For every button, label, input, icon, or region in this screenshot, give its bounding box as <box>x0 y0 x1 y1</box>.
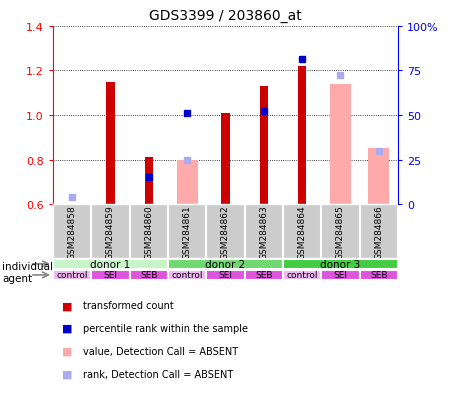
Text: GSM284866: GSM284866 <box>374 204 382 259</box>
Bar <box>297 67 306 204</box>
Bar <box>359 270 397 280</box>
Text: GSM284865: GSM284865 <box>335 204 344 259</box>
Text: control: control <box>56 271 88 280</box>
Text: GSM284861: GSM284861 <box>182 204 191 259</box>
Text: individual: individual <box>2 261 53 271</box>
Text: SEB: SEB <box>140 271 157 280</box>
Text: ■: ■ <box>62 346 73 356</box>
Text: GSM284862: GSM284862 <box>220 204 230 259</box>
Text: SEB: SEB <box>369 271 386 280</box>
Text: GSM284863: GSM284863 <box>259 204 268 259</box>
Bar <box>53 270 91 280</box>
Bar <box>282 259 397 269</box>
Text: GSM284858: GSM284858 <box>67 204 76 259</box>
Bar <box>259 87 268 204</box>
Text: donor 3: donor 3 <box>319 259 360 269</box>
Bar <box>176 160 197 204</box>
Bar <box>282 270 320 280</box>
Text: GSM284860: GSM284860 <box>144 204 153 259</box>
Bar <box>144 158 153 204</box>
Text: SEI: SEI <box>218 271 232 280</box>
Bar <box>53 259 168 269</box>
Title: GDS3399 / 203860_at: GDS3399 / 203860_at <box>149 9 301 23</box>
Text: SEB: SEB <box>254 271 272 280</box>
Bar <box>367 149 388 204</box>
Bar <box>129 270 168 280</box>
Bar <box>168 259 282 269</box>
Text: ■: ■ <box>62 369 73 379</box>
Text: value, Detection Call = ABSENT: value, Detection Call = ABSENT <box>83 346 237 356</box>
Text: GSM284859: GSM284859 <box>106 204 115 259</box>
Text: transformed count: transformed count <box>83 301 173 311</box>
Text: SEI: SEI <box>103 271 117 280</box>
Text: ■: ■ <box>62 301 73 311</box>
Text: donor 1: donor 1 <box>90 259 130 269</box>
Bar <box>329 85 350 204</box>
Text: control: control <box>285 271 317 280</box>
Bar <box>244 270 282 280</box>
Bar <box>106 83 114 204</box>
Bar <box>168 270 206 280</box>
Bar <box>221 114 229 204</box>
Text: GSM284864: GSM284864 <box>297 204 306 259</box>
Bar <box>91 270 129 280</box>
Text: SEI: SEI <box>333 271 347 280</box>
Text: rank, Detection Call = ABSENT: rank, Detection Call = ABSENT <box>83 369 233 379</box>
Text: agent: agent <box>2 274 32 284</box>
Text: donor 2: donor 2 <box>205 259 245 269</box>
Bar <box>206 270 244 280</box>
Text: percentile rank within the sample: percentile rank within the sample <box>83 323 247 333</box>
Bar <box>320 270 359 280</box>
Text: control: control <box>171 271 202 280</box>
Text: ■: ■ <box>62 323 73 333</box>
